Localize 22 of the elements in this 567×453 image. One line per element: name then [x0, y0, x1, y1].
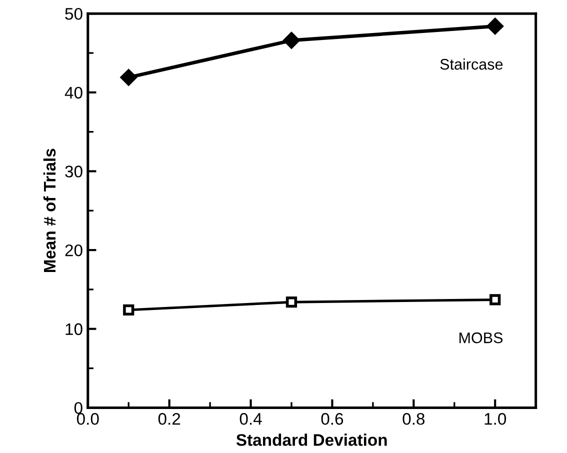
y-tick-label: 50: [65, 8, 82, 20]
point: [120, 69, 137, 86]
x-tick-label: 0.0: [76, 413, 99, 425]
x-tick-label: 0.8: [402, 413, 425, 425]
y-tick-label: 30: [65, 166, 82, 178]
x-tick-label: 1.0: [484, 413, 506, 425]
x-tick-label: 0.4: [240, 413, 262, 425]
point: [486, 18, 504, 34]
point: [123, 304, 134, 316]
y-tick-label: 10: [66, 323, 82, 336]
point: [286, 296, 298, 308]
x-tick-label: 0.6: [321, 413, 344, 425]
series-label: MOBS: [460, 332, 503, 344]
point: [283, 32, 300, 49]
point: [490, 294, 501, 306]
y-axis-title: Mean # of Trials: [43, 148, 56, 272]
x-axis-title: Standard Deviation: [236, 434, 387, 446]
y-tick-label: 40: [64, 86, 82, 99]
x-tick-label: 0.2: [158, 413, 180, 425]
y-tick-label: 20: [65, 244, 82, 256]
series-label: Staircase: [440, 58, 503, 70]
y-tick-label: 0: [74, 402, 82, 414]
